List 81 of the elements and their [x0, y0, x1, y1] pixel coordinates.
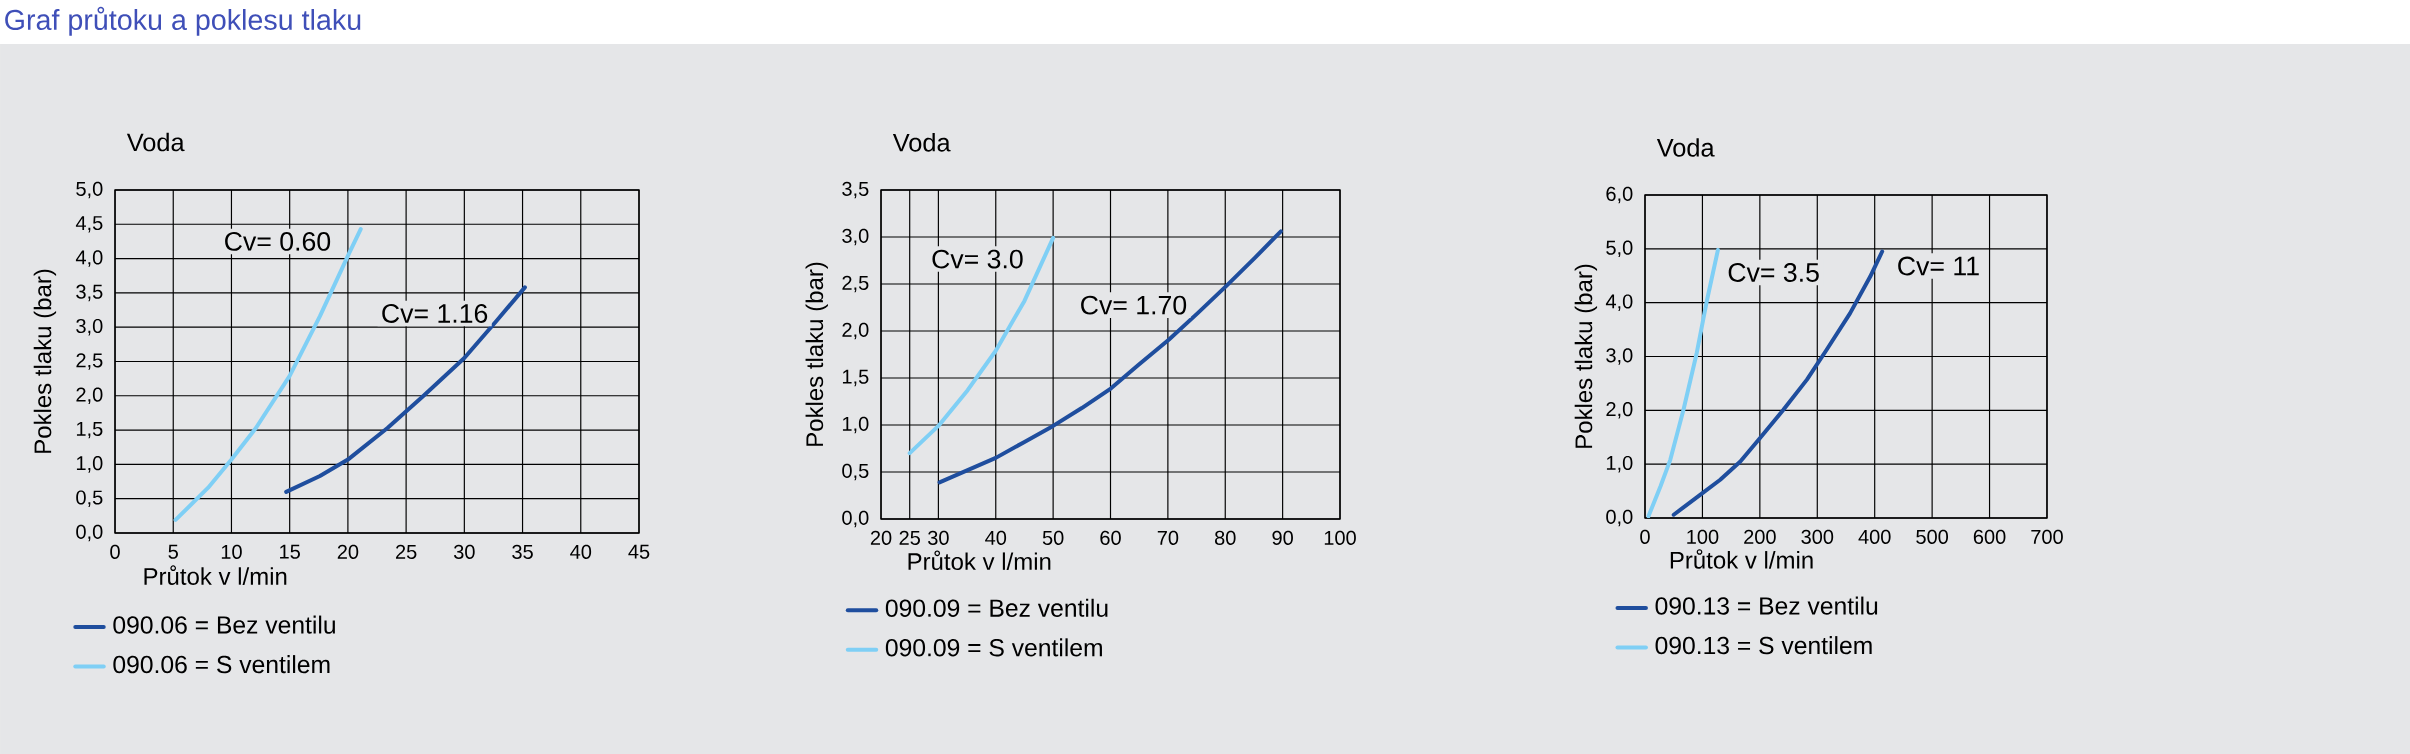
- x-tick-label: 20: [337, 544, 359, 559]
- x-tick-label: 200: [1744, 529, 1776, 544]
- x-tick-label: 40: [985, 530, 1007, 545]
- y-tick-label: 2,0: [76, 387, 103, 405]
- y-tick-label: 5,0: [1606, 240, 1633, 258]
- line-series: [284, 285, 527, 494]
- y-tick-label: 1,5: [842, 369, 869, 387]
- x-axis-title: Průtok v l/min: [1670, 549, 1813, 569]
- x-tick-label: 0: [1640, 529, 1650, 544]
- x-tick-label: 100: [1687, 529, 1719, 544]
- y-tick-label: 1,0: [1606, 455, 1633, 473]
- y-tick-label: 4,5: [75, 216, 103, 233]
- x-tick-label: 90: [1272, 530, 1293, 545]
- y-tick-label: 6,0: [1606, 186, 1633, 204]
- line-series: [1671, 249, 1885, 517]
- line-series: [1646, 247, 1720, 518]
- x-tick-label: 100: [1324, 530, 1356, 545]
- y-tick-label: 0,0: [1606, 509, 1633, 527]
- y-tick-label: 3,0: [76, 318, 103, 336]
- y-tick-label: 0,0: [76, 524, 103, 542]
- annotation: Cv= 3.5: [1728, 263, 1819, 282]
- y-tick-label: 3,0: [842, 228, 869, 246]
- y-tick-label: 4,0: [75, 250, 103, 267]
- x-tick-label: 10: [221, 544, 242, 559]
- y-tick-label: 0,5: [842, 463, 869, 481]
- x-tick-label: 50: [1042, 530, 1064, 545]
- x-tick-label: 40: [570, 544, 592, 559]
- x-tick-label: 20: [870, 530, 892, 545]
- x-tick-label: 600: [1973, 529, 2006, 544]
- chart-title: Graf průtoku a poklesu tlaku: [5, 6, 361, 36]
- chart-subtitle: Voda: [126, 132, 185, 152]
- x-tick-label: 60: [1100, 530, 1121, 545]
- chart-subtitle: Voda: [892, 133, 951, 152]
- y-tick-label: 1,5: [76, 421, 103, 439]
- x-tick-label: 300: [1801, 529, 1834, 544]
- annotation: Cv= 1.70: [1081, 295, 1187, 315]
- x-tick-label: 70: [1157, 530, 1179, 545]
- x-tick-label: 400: [1858, 529, 1891, 544]
- annotation: Cv= 0.60: [225, 232, 331, 251]
- y-tick-label: 2,0: [1606, 402, 1633, 419]
- y-tick-label: 3,0: [1606, 348, 1633, 365]
- line-series: [173, 227, 363, 522]
- x-tick-label: 25: [395, 544, 417, 559]
- legend-label: 090.09 = Bez ventilu: [885, 598, 1108, 617]
- legend-label: 090.13 = Bez ventilu: [1655, 596, 1878, 615]
- x-tick-label: 30: [454, 544, 475, 559]
- x-axis-title: Průtok v l/min: [908, 550, 1051, 571]
- legend-label: 090.06 = Bez ventilu: [113, 615, 335, 634]
- y-tick-label: 2,0: [842, 322, 869, 340]
- annotation: Cv= 1.16: [382, 304, 488, 323]
- x-tick-label: 80: [1215, 530, 1236, 545]
- x-tick-label: 700: [2031, 529, 2063, 544]
- chart-subtitle: Voda: [1656, 138, 1715, 157]
- x-tick-label: 0: [110, 544, 120, 559]
- annotation: Cv= 3.0: [932, 249, 1023, 269]
- legend-label: 090.13 = S ventilem: [1655, 636, 1872, 655]
- annotation: Cv= 11: [1898, 256, 1979, 276]
- x-tick-label: 5: [168, 544, 178, 559]
- y-axis-title: Pokles tlaku (bar): [1574, 264, 1598, 448]
- x-tick-label: 45: [628, 544, 650, 559]
- y-tick-label: 4,0: [1605, 294, 1633, 311]
- y-tick-label: 3,5: [76, 284, 103, 302]
- x-tick-label: 500: [1916, 529, 1949, 544]
- line-series: [907, 235, 1056, 456]
- y-tick-label: 5,0: [76, 181, 103, 199]
- y-axis-title: Pokles tlaku (bar): [33, 269, 57, 453]
- legend-label: 090.06 = S ventilem: [113, 655, 330, 674]
- x-axis-title: Průtok v l/min: [144, 565, 287, 585]
- x-tick-label: 15: [280, 544, 300, 559]
- y-tick-label: 1,0: [842, 416, 869, 434]
- y-tick-label: 1,0: [76, 456, 103, 473]
- x-tick-label: 25: [899, 530, 920, 545]
- y-tick-label: 0,0: [842, 510, 869, 528]
- y-axis-title: Pokles tlaku (bar): [805, 262, 828, 446]
- y-tick-label: 0,5: [76, 490, 103, 507]
- x-tick-label: 30: [928, 530, 949, 545]
- x-tick-label: 35: [512, 544, 533, 559]
- y-tick-label: 2,5: [76, 353, 103, 370]
- y-tick-label: 3,5: [842, 181, 869, 199]
- legend-label: 090.09 = S ventilem: [885, 638, 1102, 657]
- y-tick-label: 2,5: [842, 275, 869, 293]
